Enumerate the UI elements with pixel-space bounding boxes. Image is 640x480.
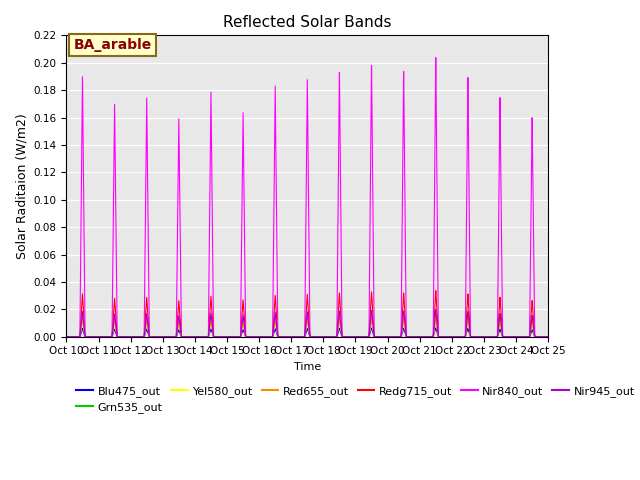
- Legend: Blu475_out, Grn535_out, Yel580_out, Red655_out, Redg715_out, Nir840_out, Nir945_: Blu475_out, Grn535_out, Yel580_out, Red6…: [72, 382, 639, 418]
- X-axis label: Time: Time: [294, 362, 321, 372]
- Title: Reflected Solar Bands: Reflected Solar Bands: [223, 15, 392, 30]
- Text: BA_arable: BA_arable: [74, 38, 152, 52]
- Y-axis label: Solar Raditaion (W/m2): Solar Raditaion (W/m2): [15, 113, 28, 259]
